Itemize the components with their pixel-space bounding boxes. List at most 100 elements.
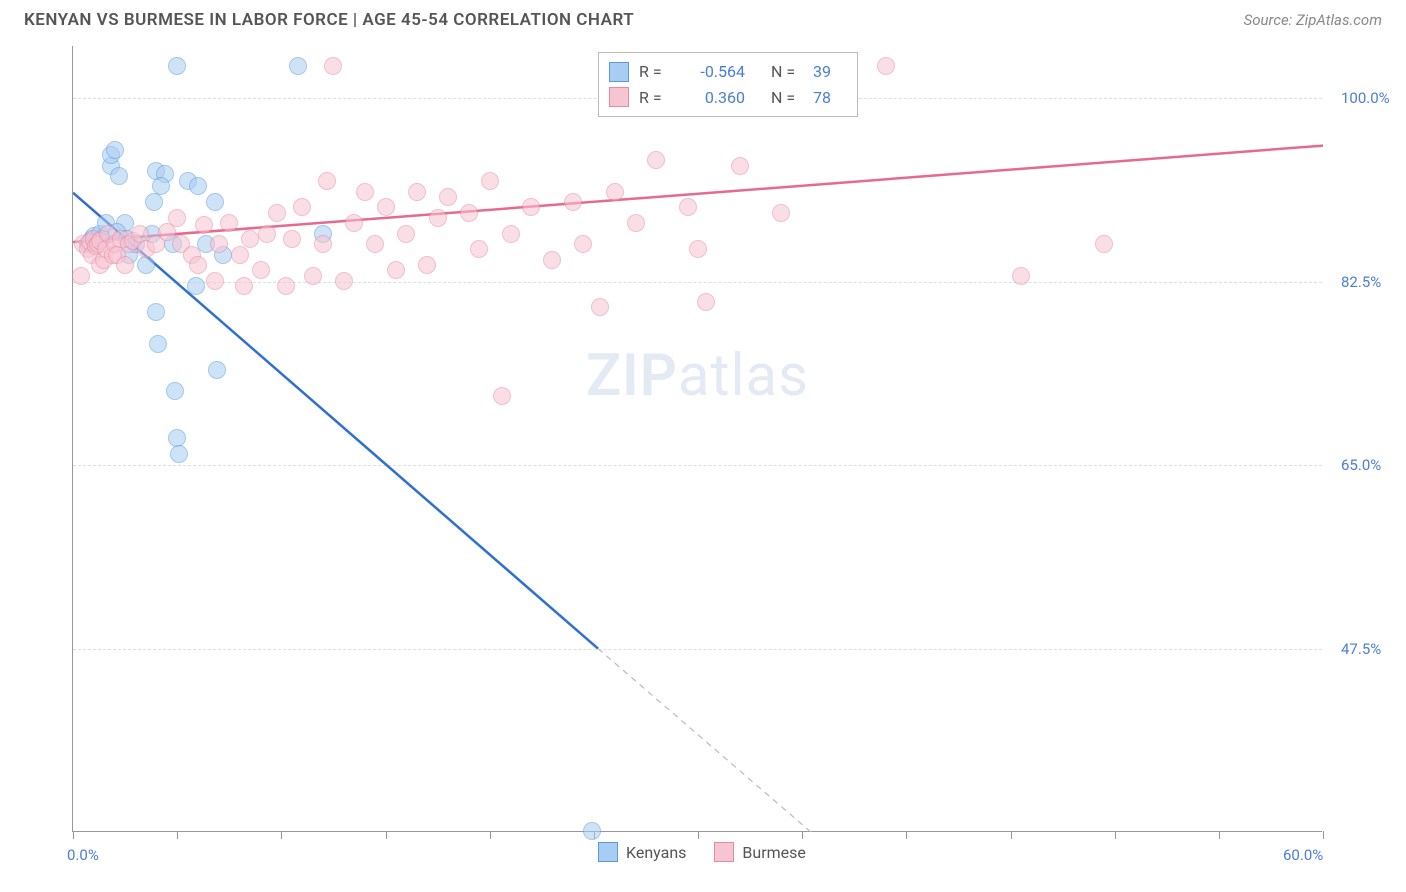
r-value: 0.360: [677, 85, 745, 111]
data-point: [147, 303, 165, 321]
data-point: [110, 167, 128, 185]
y-tick-label: 65.0%: [1341, 456, 1381, 474]
x-tick: [698, 831, 699, 839]
watermark: ZIPatlas: [586, 342, 809, 410]
legend-label: Kenyans: [626, 843, 686, 862]
data-point: [206, 193, 224, 211]
data-point: [318, 172, 336, 190]
data-point: [397, 225, 415, 243]
data-point: [152, 177, 170, 195]
data-point: [166, 382, 184, 400]
data-point: [493, 387, 511, 405]
data-point: [170, 445, 188, 463]
x-tick: [1219, 831, 1220, 839]
data-point: [72, 267, 90, 285]
data-point: [210, 235, 228, 253]
data-point: [877, 57, 895, 75]
data-point: [335, 272, 353, 290]
x-tick: [281, 831, 282, 839]
gridline: [73, 649, 1322, 650]
n-value: 78: [813, 85, 843, 111]
data-point: [241, 230, 259, 248]
data-point: [574, 235, 592, 253]
data-point: [647, 151, 665, 169]
data-point: [429, 209, 447, 227]
data-point: [189, 177, 207, 195]
data-point: [470, 240, 488, 258]
data-point: [522, 198, 540, 216]
r-label: R =: [639, 85, 667, 111]
x-tick: [490, 831, 491, 839]
data-point: [439, 188, 457, 206]
data-point: [324, 57, 342, 75]
data-point: [591, 298, 609, 316]
legend-swatch: [609, 62, 629, 82]
data-point: [408, 183, 426, 201]
legend-swatch: [714, 842, 734, 862]
legend-item: Kenyans: [598, 842, 686, 862]
data-point: [418, 256, 436, 274]
gridline: [73, 282, 1322, 283]
x-tick-label: 60.0%: [1283, 846, 1323, 864]
trend-lines: [73, 46, 1323, 832]
data-point: [689, 240, 707, 258]
r-label: R =: [639, 59, 667, 85]
legend-label: Burmese: [742, 843, 805, 862]
data-point: [543, 251, 561, 269]
x-tick: [906, 831, 907, 839]
data-point: [387, 261, 405, 279]
series-legend: Kenyans Burmese: [598, 842, 806, 862]
y-tick-label: 47.5%: [1341, 640, 1381, 658]
data-point: [235, 277, 253, 295]
data-point: [564, 193, 582, 211]
r-value: -0.564: [677, 59, 745, 85]
legend-item: Burmese: [714, 842, 805, 862]
x-tick: [1323, 831, 1324, 839]
data-point: [697, 293, 715, 311]
x-tick: [802, 831, 803, 839]
x-tick: [1011, 831, 1012, 839]
data-point: [206, 272, 224, 290]
y-tick-label: 82.5%: [1341, 273, 1381, 291]
x-tick: [177, 831, 178, 839]
data-point: [345, 214, 363, 232]
data-point: [195, 216, 213, 234]
data-point: [1012, 267, 1030, 285]
data-point: [772, 204, 790, 222]
source-attribution: Source: ZipAtlas.com: [1244, 11, 1382, 29]
data-point: [731, 157, 749, 175]
gridline: [73, 465, 1322, 466]
data-point: [268, 204, 286, 222]
x-tick: [1115, 831, 1116, 839]
data-point: [289, 57, 307, 75]
chart-title: KENYAN VS BURMESE IN LABOR FORCE | AGE 4…: [24, 10, 634, 30]
data-point: [137, 256, 155, 274]
n-label: N =: [771, 59, 799, 85]
data-point: [220, 214, 238, 232]
data-point: [481, 172, 499, 190]
data-point: [189, 256, 207, 274]
data-point: [149, 335, 167, 353]
data-point: [168, 57, 186, 75]
data-point: [208, 361, 226, 379]
y-tick-label: 100.0%: [1341, 89, 1390, 107]
legend-swatch: [609, 87, 629, 107]
data-point: [679, 198, 697, 216]
data-point: [502, 225, 520, 243]
data-point: [187, 277, 205, 295]
data-point: [1095, 235, 1113, 253]
data-point: [258, 225, 276, 243]
x-tick: [386, 831, 387, 839]
n-label: N =: [771, 85, 799, 111]
data-point: [168, 209, 186, 227]
data-point: [627, 214, 645, 232]
data-point: [277, 277, 295, 295]
data-point: [606, 183, 624, 201]
data-point: [283, 230, 301, 248]
data-point: [583, 822, 601, 840]
n-value: 39: [813, 59, 843, 85]
data-point: [460, 204, 478, 222]
data-point: [252, 261, 270, 279]
chart-header: KENYAN VS BURMESE IN LABOR FORCE | AGE 4…: [0, 0, 1406, 38]
x-tick-label: 0.0%: [67, 846, 99, 864]
